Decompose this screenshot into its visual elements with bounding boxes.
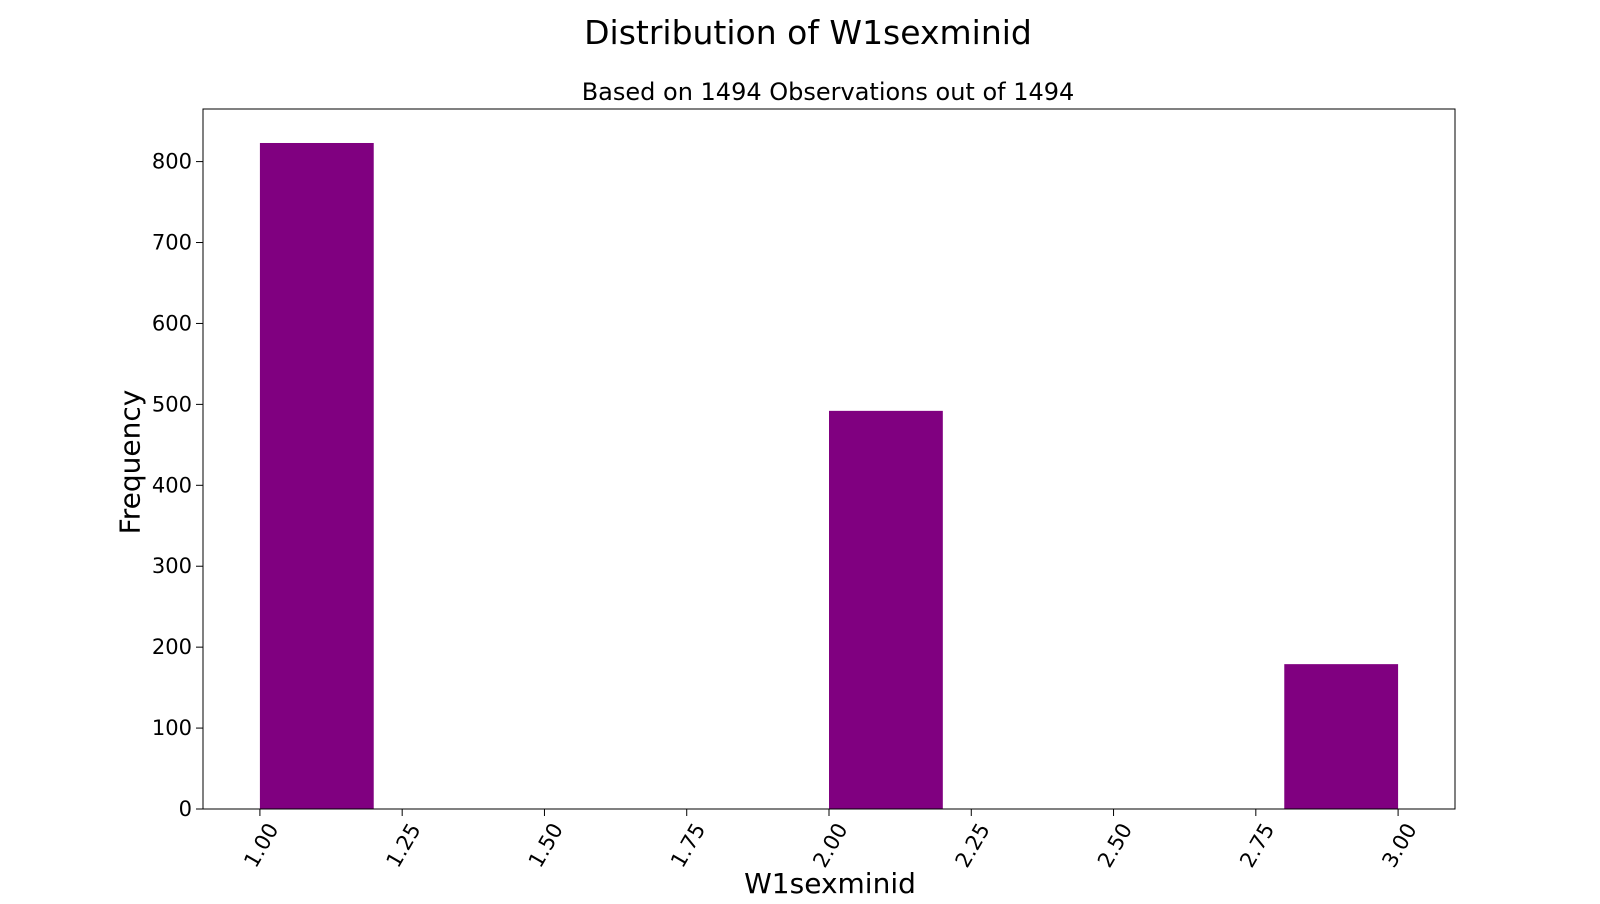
x-tick-label: 2.00 (808, 819, 852, 872)
x-tick-label: 1.50 (524, 819, 568, 872)
x-tick-label: 2.25 (951, 819, 995, 872)
x-axis-label: W1sexminid (744, 867, 916, 900)
y-tick-label: 600 (152, 311, 192, 335)
y-tick-label: 500 (152, 392, 192, 416)
chart-title: Distribution of W1sexminid (584, 13, 1032, 52)
x-tick-label: 1.25 (382, 819, 426, 872)
histogram-bar (259, 142, 374, 810)
bars-layer (259, 142, 1399, 810)
y-tick-label: 700 (152, 231, 192, 255)
y-tick-label: 400 (152, 473, 192, 497)
x-tick-label: 3.00 (1377, 819, 1421, 872)
histogram-bar (1284, 664, 1399, 809)
y-tick-label: 300 (152, 554, 192, 578)
x-axis: 1.00 1.25 1.50 1.75 2.00 2.25 2.50 2.75 3.00 (239, 809, 1422, 872)
x-tick-label: 2.50 (1093, 819, 1137, 872)
chart-subtitle: Based on 1494 Observations out of 1494 (582, 78, 1075, 106)
x-tick-label: 2.75 (1235, 819, 1279, 872)
y-axis-label: Frequency (114, 390, 147, 535)
y-tick-label: 0 (179, 797, 192, 821)
y-tick-label: 100 (152, 716, 192, 740)
y-tick-label: 200 (152, 635, 192, 659)
y-tick-label: 800 (152, 150, 192, 174)
x-tick-label: 1.00 (239, 819, 283, 872)
x-tick-label: 1.75 (666, 819, 710, 872)
y-axis: 0 100 200 300 400 500 600 700 800 (152, 150, 203, 821)
histogram-bar (829, 410, 943, 809)
